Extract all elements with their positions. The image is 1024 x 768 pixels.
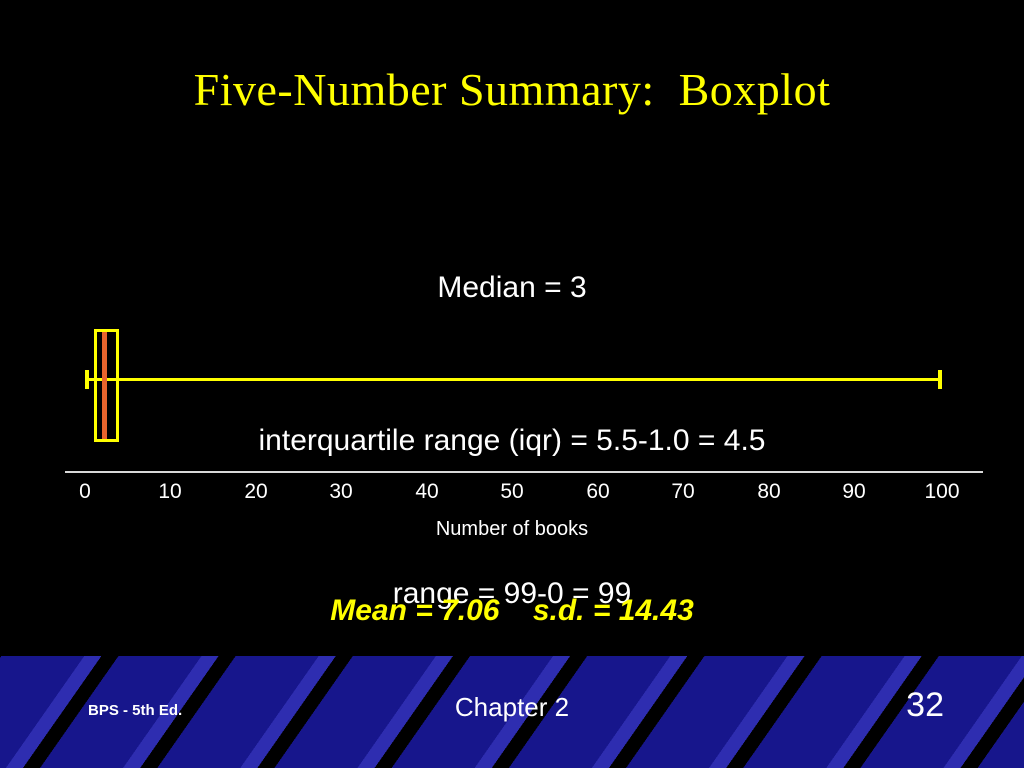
x-axis-line: [65, 471, 983, 473]
x-tick-20: 20: [244, 480, 268, 503]
x-tick-90: 90: [842, 480, 866, 503]
x-axis-label: Number of books: [435, 518, 589, 540]
footer-page-number: 32: [906, 686, 944, 724]
x-tick-0: 0: [79, 480, 91, 503]
x-tick-50: 50: [500, 480, 524, 503]
whisker-cap-max: [938, 370, 942, 389]
x-tick-70: 70: [671, 480, 695, 503]
mean-sd-text: Mean = 7.06 s.d. = 14.43: [330, 594, 694, 627]
footer-source-label: BPS - 5th Ed.: [88, 702, 183, 719]
page-title: Five-Number Summary: Boxplot: [193, 64, 831, 115]
x-tick-30: 30: [329, 480, 353, 503]
summary-line-range: range = 99-0 = 99: [392, 577, 632, 610]
whisker-cap-min: [85, 370, 89, 389]
boxplot-chart: [60, 316, 990, 516]
whisker-line: [87, 378, 940, 381]
median-line: [102, 332, 107, 439]
x-tick-80: 80: [757, 480, 781, 503]
x-tick-10: 10: [158, 480, 182, 503]
x-tick-100: 100: [924, 480, 960, 503]
footer-chapter-label: Chapter 2: [454, 692, 570, 722]
x-axis-ticks: 0 10 20 30 40 50 60 70 80 90 100: [60, 480, 990, 506]
summary-line-median: Median = 3: [437, 271, 587, 304]
summary-block: Median = 3 interquartile range (iqr) = 5…: [0, 160, 1024, 721]
box-iqr: [94, 329, 119, 442]
x-tick-40: 40: [415, 480, 439, 503]
footer-band: BPS - 5th Ed. Chapter 2 32: [0, 656, 1024, 768]
x-tick-60: 60: [586, 480, 610, 503]
summary-line-iqr: interquartile range (iqr) = 5.5-1.0 = 4.…: [258, 424, 766, 457]
